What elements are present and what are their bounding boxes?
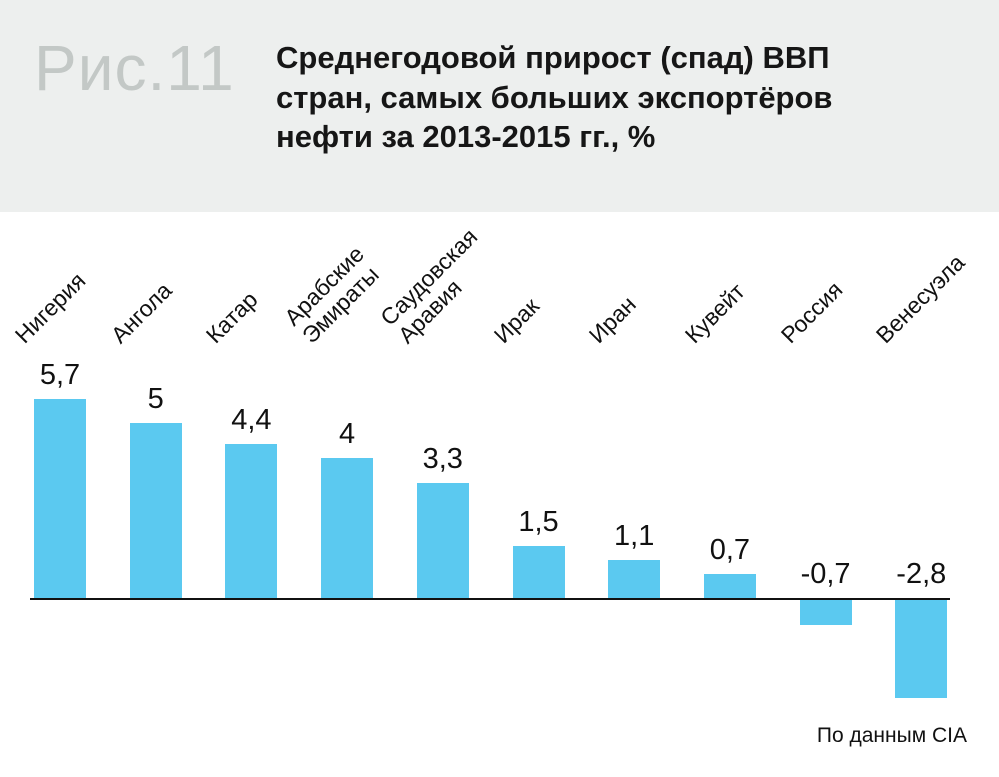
bar-7	[703, 573, 756, 598]
value-label-6: 1,1	[614, 519, 655, 552]
bar-2	[225, 444, 278, 598]
value-label-0: 5,7	[39, 358, 81, 391]
chart-area: По данным CIA 5,7 Нигерия 5 Ангола 4,4 Катар 4…	[0, 223, 999, 777]
category-label-8: Россия	[775, 276, 848, 349]
bar-8	[799, 600, 852, 625]
category-label-1: Ангола	[105, 277, 177, 349]
bar-4	[416, 482, 469, 598]
value-label-9: -2,8	[896, 558, 947, 590]
chart-title: Среднегодовой прирост (спад) ВВП стран, …	[276, 40, 833, 155]
bar-0	[34, 398, 86, 598]
value-label-2: 4,4	[231, 404, 272, 436]
bar-5	[512, 545, 565, 598]
bar-6	[608, 559, 661, 598]
category-label-7: Кувейт	[679, 278, 750, 349]
value-label-8: -0,7	[800, 558, 851, 590]
x-axis-line	[30, 598, 950, 600]
category-label-0: Нигерия	[9, 267, 91, 349]
figure-number: Рис.11	[34, 32, 235, 104]
category-label-3: Арабские Эмираты	[279, 240, 384, 349]
value-label-7: 0,7	[709, 533, 751, 566]
category-label-2: Катар	[201, 286, 264, 349]
bar-9	[895, 600, 948, 698]
category-label-6: Иран	[583, 290, 642, 349]
value-label-3: 4	[339, 418, 356, 450]
bar-3	[321, 458, 374, 598]
source-note: По данным CIA	[816, 724, 967, 747]
category-label-4: Саудовская Аравия	[374, 223, 483, 349]
category-label-5: Ирак	[488, 292, 544, 349]
value-label-4: 3,3	[422, 442, 463, 475]
value-label-5: 1,5	[518, 505, 559, 538]
category-label-9: Венесуэла	[871, 249, 970, 349]
bar-1	[129, 423, 182, 598]
value-label-1: 5	[147, 383, 164, 415]
figure-header: Рис.11 Среднегодовой прирост (спад) ВВП …	[0, 0, 999, 212]
